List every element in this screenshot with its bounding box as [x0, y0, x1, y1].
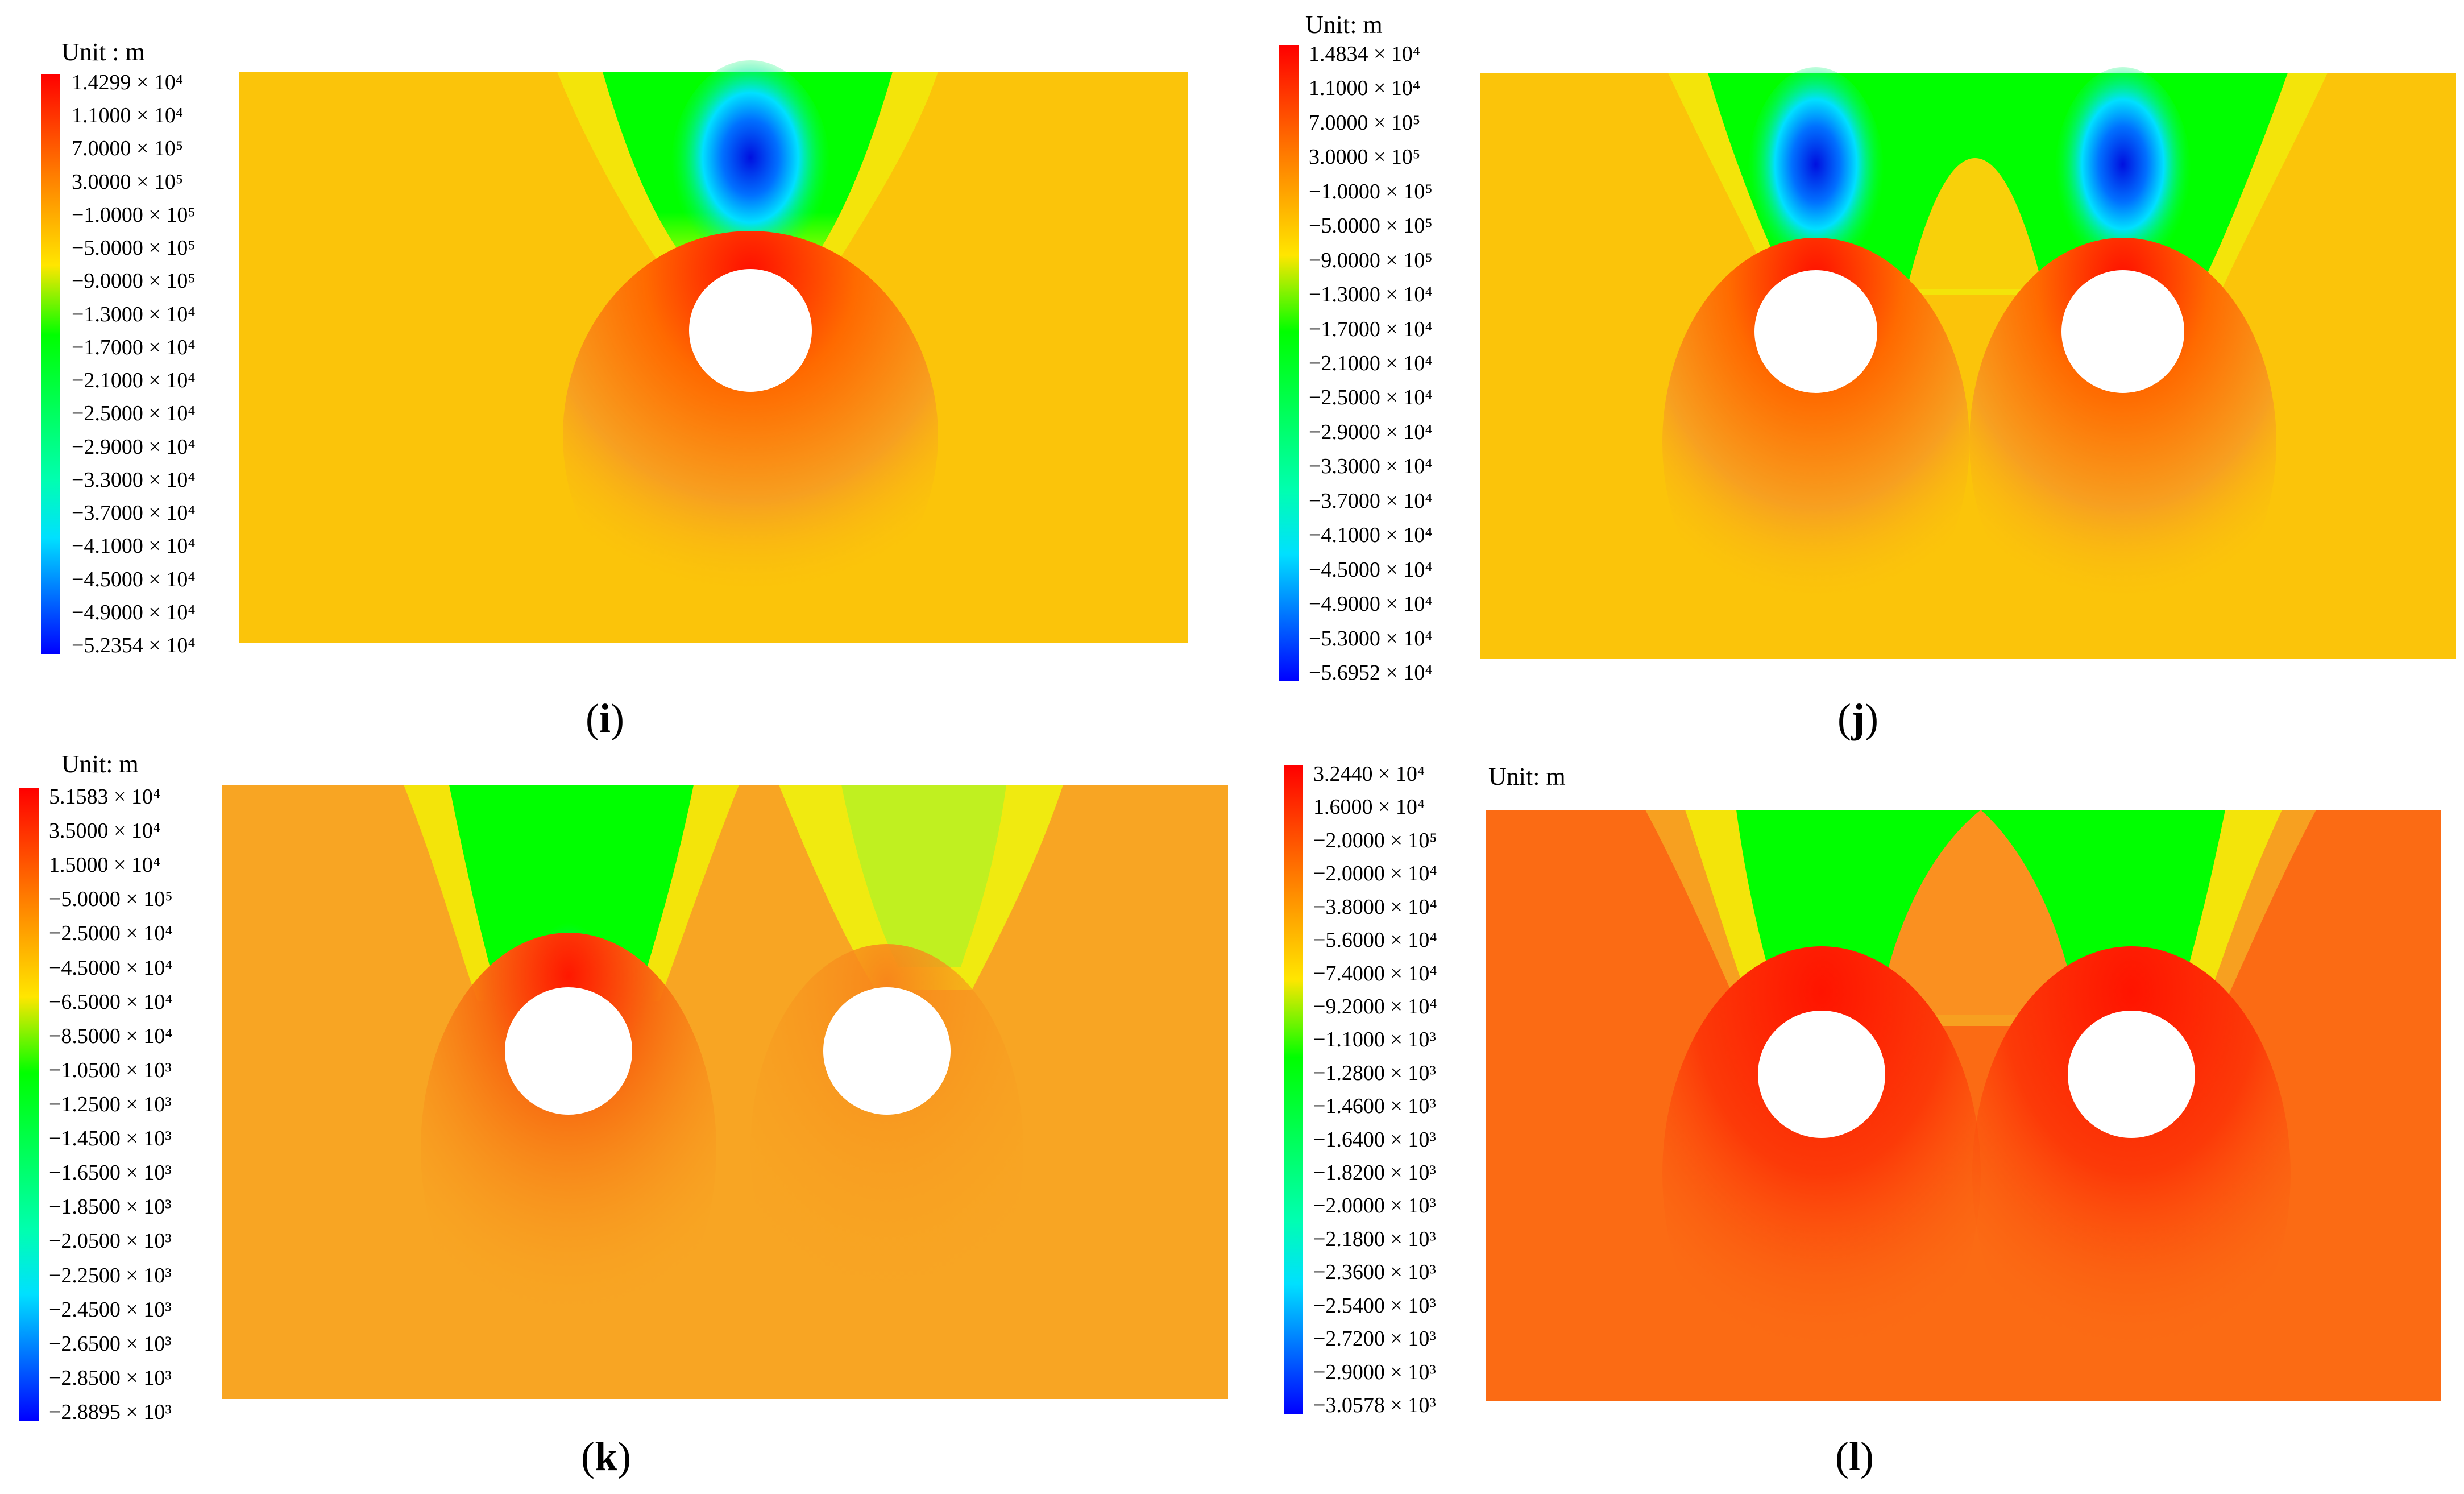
contour-plot-l — [1486, 810, 2441, 1401]
legend-label: 3.5000 × 10⁴ — [49, 819, 161, 843]
legend-label: −1.3000 × 10⁴ — [1309, 283, 1433, 307]
legend-label: −1.6500 × 10³ — [49, 1161, 172, 1185]
legend-label: −2.0000 × 10³ — [1313, 1194, 1436, 1218]
legend-label: −2.9000 × 10⁴ — [1309, 420, 1433, 444]
legend-label: −1.8500 × 10³ — [49, 1195, 172, 1219]
legend-label: −1.4600 × 10³ — [1313, 1094, 1436, 1119]
legend-label: −1.8200 × 10³ — [1313, 1161, 1436, 1185]
legend-label: −1.0000 × 10⁵ — [1309, 179, 1433, 204]
legend-label: 7.0000 × 10⁵ — [1309, 110, 1421, 135]
legend-label: 5.1583 × 10⁴ — [49, 785, 161, 809]
caption-i: (i) — [586, 696, 624, 741]
legend-label: −4.1000 × 10⁴ — [1309, 523, 1433, 548]
legend-label: −3.7000 × 10⁴ — [72, 501, 196, 525]
legend-label: −8.5000 × 10⁴ — [49, 1024, 173, 1048]
legend-label: −1.0500 × 10³ — [49, 1058, 172, 1082]
legend-label: −4.5000 × 10⁴ — [1309, 557, 1433, 582]
legend-label: −1.2500 × 10³ — [49, 1092, 172, 1116]
legend-label: −6.5000 × 10⁴ — [49, 990, 173, 1014]
unit-label: Unit: m — [61, 750, 139, 778]
legend-label: −4.5000 × 10⁴ — [49, 955, 173, 980]
colorbar — [1284, 765, 1303, 1414]
legend-label: −4.1000 × 10⁴ — [72, 534, 196, 558]
legend-label: −2.0000 × 10⁴ — [1313, 862, 1437, 886]
legend-label: −2.3600 × 10³ — [1313, 1260, 1436, 1285]
legend-label: −4.9000 × 10⁴ — [1309, 592, 1433, 616]
legend-label: −5.3000 × 10⁴ — [1309, 626, 1433, 651]
legend-label: −5.2354 × 10⁴ — [72, 634, 196, 657]
legend-label: −5.0000 × 10⁵ — [1309, 214, 1433, 238]
legend-label: −2.1000 × 10⁴ — [72, 369, 196, 393]
colorbar — [1279, 45, 1299, 681]
colorbar — [19, 788, 39, 1421]
legend-label: −2.2500 × 10³ — [49, 1263, 172, 1288]
legend-label: −5.6952 × 10⁴ — [1309, 661, 1433, 685]
legend-label: −3.0578 × 10³ — [1313, 1393, 1436, 1417]
legend-label: −9.0000 × 10⁵ — [72, 269, 196, 293]
legend-label: −1.3000 × 10⁴ — [72, 302, 196, 326]
legend-label: −2.9000 × 10⁴ — [72, 434, 196, 459]
legend-label: −3.7000 × 10⁴ — [1309, 489, 1433, 513]
legend-label: −2.4500 × 10³ — [49, 1297, 172, 1322]
legend-label: −2.8895 × 10³ — [49, 1400, 172, 1424]
legend-label: 1.6000 × 10⁴ — [1313, 795, 1425, 820]
unit-label: Unit : m — [61, 38, 145, 66]
legend-label: −1.0000 × 10⁵ — [72, 202, 196, 227]
legend-label: −2.5000 × 10⁴ — [72, 402, 196, 426]
caption-k: (k) — [581, 1434, 632, 1479]
legend-label: −4.5000 × 10⁴ — [72, 567, 196, 591]
legend-label: −2.1000 × 10⁴ — [1309, 351, 1433, 375]
legend-label: −5.0000 × 10⁵ — [72, 236, 196, 260]
legend-label: −5.6000 × 10⁴ — [1313, 928, 1437, 953]
legend-label: −7.4000 × 10⁴ — [1313, 961, 1437, 986]
legend-label: −1.6400 × 10³ — [1313, 1127, 1436, 1152]
caption-l: (l) — [1835, 1434, 1874, 1479]
legend-label: −2.0000 × 10⁵ — [1313, 828, 1437, 852]
legend-label: −3.3000 × 10⁴ — [72, 467, 196, 492]
legend-label: 3.2440 × 10⁴ — [1313, 762, 1425, 786]
legend-label: 7.0000 × 10⁵ — [72, 136, 184, 161]
legend-label: −2.1800 × 10³ — [1313, 1227, 1436, 1251]
contour-plot-j — [1480, 67, 2456, 659]
legend-label: −1.1000 × 10³ — [1313, 1028, 1436, 1052]
legend-label: −2.5000 × 10⁴ — [49, 921, 173, 946]
legend-label: −5.0000 × 10⁵ — [49, 887, 173, 912]
legend-label: −2.0500 × 10³ — [49, 1229, 172, 1253]
legend-label: −2.9000 × 10³ — [1313, 1360, 1436, 1384]
legend-label: 1.1000 × 10⁴ — [1309, 76, 1421, 101]
legend-label: 1.4834 × 10⁴ — [1309, 42, 1421, 66]
legend-label: −4.9000 × 10⁴ — [72, 600, 196, 624]
legend-label: −3.3000 × 10⁴ — [1309, 454, 1433, 479]
legend-label: −1.7000 × 10⁴ — [1309, 317, 1433, 341]
legend-label: −2.5000 × 10⁴ — [1309, 386, 1433, 410]
legend-label: 3.0000 × 10⁵ — [1309, 145, 1421, 169]
legend-label: −2.8500 × 10³ — [49, 1365, 172, 1390]
contour-plot-i — [239, 60, 1188, 643]
legend-label: −1.7000 × 10⁴ — [72, 335, 196, 359]
legend-label: −2.5400 × 10³ — [1313, 1293, 1436, 1318]
caption-j: (j) — [1837, 696, 1878, 741]
legend-label: −3.8000 × 10⁴ — [1313, 895, 1437, 919]
unit-label: Unit: m — [1488, 763, 1566, 791]
legend-label: −1.2800 × 10³ — [1313, 1061, 1436, 1085]
legend-label: 1.1000 × 10⁴ — [72, 104, 184, 128]
legend-label: −9.2000 × 10⁴ — [1313, 994, 1437, 1019]
legend-label: −2.7200 × 10³ — [1313, 1327, 1436, 1351]
colorbar — [41, 74, 60, 654]
legend-label: −9.0000 × 10⁵ — [1309, 248, 1433, 272]
contour-plot-k — [222, 785, 1228, 1399]
legend-label: 3.0000 × 10⁵ — [72, 169, 184, 194]
legend-label: −2.6500 × 10³ — [49, 1331, 172, 1356]
legend-label: 1.4299 × 10⁴ — [72, 71, 184, 94]
legend-label: 1.5000 × 10⁴ — [49, 853, 161, 878]
legend-label: −1.4500 × 10³ — [49, 1127, 172, 1151]
unit-label: Unit: m — [1305, 11, 1383, 39]
